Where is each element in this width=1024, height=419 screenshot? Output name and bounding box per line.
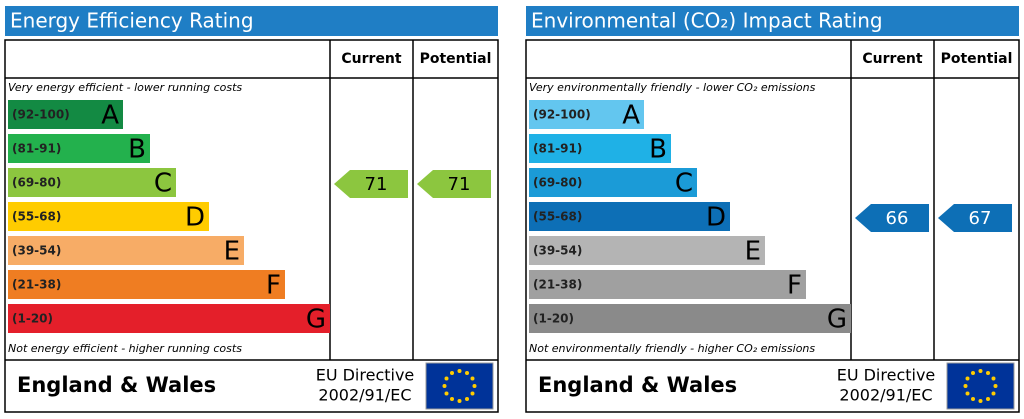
band-letter: F: [787, 271, 802, 301]
band-range: (21-38): [12, 278, 61, 292]
band-range: (81-91): [533, 142, 582, 156]
rating-value: 66: [886, 208, 909, 229]
eu-star: [991, 391, 996, 396]
rating-value: 71: [365, 174, 388, 195]
rating-band: [8, 168, 176, 197]
band-letter: A: [101, 101, 119, 131]
top-note: Very environmentally friendly - lower CO…: [529, 81, 816, 94]
title-bar: [526, 6, 1019, 36]
panel-title: Energy Efficiency Rating: [10, 9, 254, 33]
band-letter: G: [827, 305, 847, 335]
rating-band: [8, 134, 150, 163]
rating-arrow: [855, 204, 929, 232]
band-range: (92-100): [12, 108, 70, 122]
band-letter: E: [745, 237, 761, 267]
eu-star: [457, 399, 462, 403]
eu-star: [965, 376, 970, 381]
rating-band: [8, 236, 244, 265]
rating-band: [529, 168, 697, 197]
band-range: (81-91): [12, 142, 61, 156]
band-range: (55-68): [12, 210, 61, 224]
panel-title: Environmental (CO₂) Impact Rating: [531, 9, 883, 33]
band-range: (69-80): [12, 176, 61, 190]
directive-line: 2002/91/EC: [839, 386, 932, 405]
eu-star: [472, 384, 477, 388]
title-bar: [5, 6, 498, 36]
rating-band: [529, 270, 806, 299]
eu-star: [963, 384, 968, 388]
band-letter: D: [706, 203, 726, 233]
rating-band: [8, 270, 285, 299]
band-range: (1-20): [12, 312, 53, 326]
rating-band: [529, 202, 730, 231]
rating-panel: Environmental (CO₂) Impact Rating Current…: [525, 6, 1020, 413]
band-range: (21-38): [533, 278, 582, 292]
rating-band: [8, 100, 123, 129]
rating-arrow: [417, 170, 491, 198]
band-range: (92-100): [533, 108, 591, 122]
column-header: Current: [341, 51, 402, 67]
band-letter: A: [622, 101, 640, 131]
band-letter: B: [128, 135, 146, 165]
column-header: Potential: [420, 51, 492, 67]
eu-star: [993, 384, 998, 388]
rating-arrow: [938, 204, 1012, 232]
bottom-note: Not energy efficient - higher running co…: [8, 342, 242, 355]
eu-star: [444, 391, 449, 396]
frame: [525, 39, 1020, 413]
rating-band: [529, 134, 671, 163]
top-note: Very energy efficient - lower running co…: [8, 81, 242, 94]
band-letter: B: [649, 135, 667, 165]
eu-star: [465, 396, 469, 401]
region-label: England & Wales: [538, 373, 737, 397]
rating-value: 67: [969, 208, 992, 229]
rating-band: [529, 100, 644, 129]
directive-line: 2002/91/EC: [318, 386, 411, 405]
eu-star: [470, 376, 475, 381]
eu-star: [978, 399, 983, 403]
bottom-note: Not environmentally friendly - higher CO…: [529, 342, 815, 355]
rating-band: [8, 202, 209, 231]
rating-value: 71: [448, 174, 471, 195]
eu-star: [450, 396, 454, 401]
band-range: (55-68): [533, 210, 582, 224]
directive-line: EU Directive: [837, 366, 936, 385]
band-letter: D: [185, 203, 205, 233]
rating-band: [529, 236, 765, 265]
frame: [4, 39, 499, 413]
eu-star: [965, 391, 970, 396]
rating-arrow: [334, 170, 408, 198]
rating-band: [8, 304, 330, 333]
band-letter: E: [224, 237, 240, 267]
band-range: (39-54): [533, 244, 582, 258]
band-range: (69-80): [533, 176, 582, 190]
column-header: Potential: [941, 51, 1013, 67]
eu-star: [971, 371, 975, 376]
region-label: England & Wales: [17, 373, 216, 397]
band-letter: C: [675, 169, 693, 199]
eu-star: [444, 376, 449, 381]
band-range: (1-20): [533, 312, 574, 326]
eu-star: [457, 369, 462, 373]
eu-star: [971, 396, 975, 401]
column-header: Current: [862, 51, 923, 67]
eu-star: [465, 371, 469, 376]
band-letter: C: [154, 169, 172, 199]
eu-star: [978, 369, 983, 373]
eu-star: [991, 376, 996, 381]
eu-star: [986, 371, 990, 376]
band-letter: F: [266, 271, 281, 301]
eu-star: [986, 396, 990, 401]
eu-star: [470, 391, 475, 396]
directive-line: EU Directive: [316, 366, 415, 385]
eu-star: [450, 371, 454, 376]
rating-band: [529, 304, 851, 333]
band-letter: G: [306, 305, 326, 335]
eu-star: [442, 384, 447, 388]
rating-panel: Energy Efficiency Rating Current Potential…: [4, 6, 499, 413]
band-range: (39-54): [12, 244, 61, 258]
